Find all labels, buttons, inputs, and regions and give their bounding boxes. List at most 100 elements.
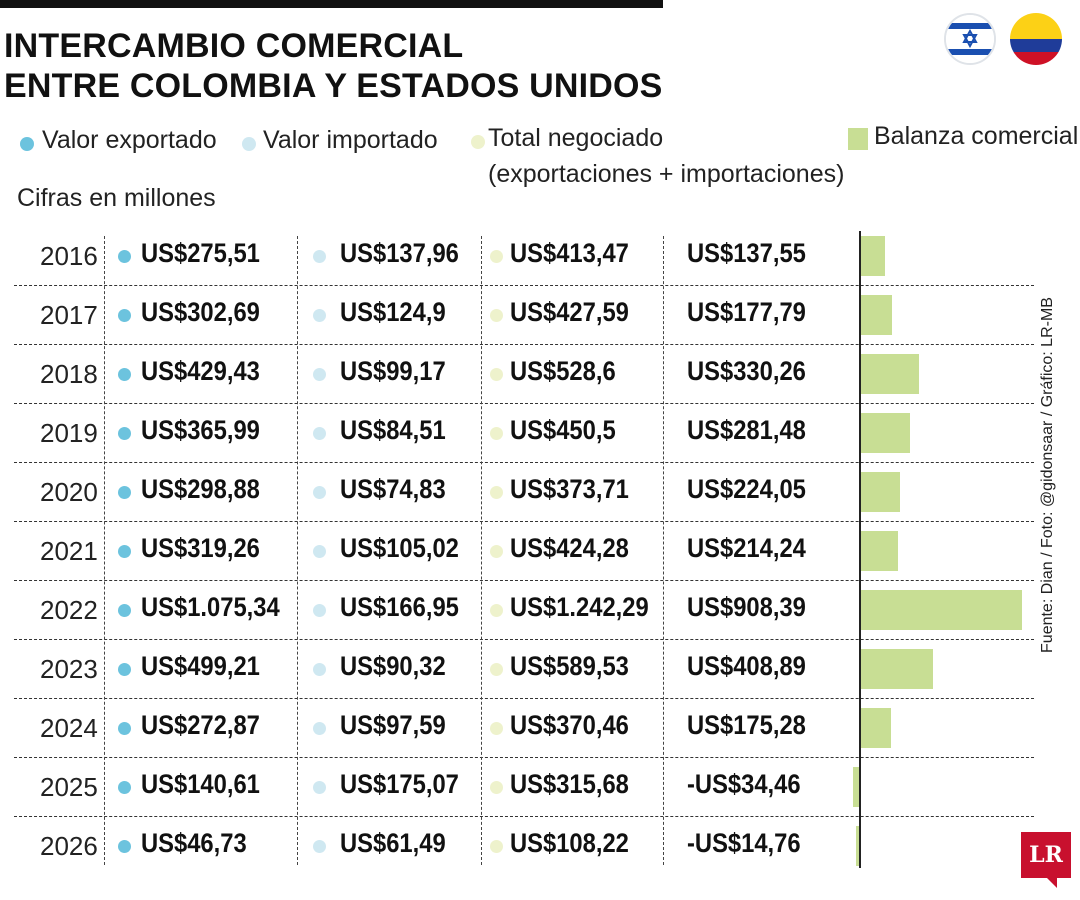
total-value: US$1.242,29 — [510, 592, 649, 622]
column-divider — [663, 236, 664, 865]
importado-value: US$175,07 — [340, 769, 459, 799]
column-divider — [104, 236, 105, 865]
year-label: 2017 — [40, 300, 98, 330]
legend-importado: Valor importado — [263, 126, 438, 154]
exportado-dot — [118, 781, 131, 794]
balanza-bar — [860, 708, 892, 748]
bar-axis — [859, 231, 861, 868]
table-row: 2023 US$499,21 US$90,32 US$589,53 US$408,89 — [0, 639, 1080, 698]
year-label: 2025 — [40, 772, 98, 802]
total-value: US$370,46 — [510, 710, 629, 740]
importado-value: US$61,49 — [340, 828, 446, 858]
importado-dot — [313, 427, 326, 440]
table-row: 2025 US$140,61 US$175,07 US$315,68 -US$34,46 — [0, 757, 1080, 816]
importado-value: US$90,32 — [340, 651, 446, 681]
legend-balanza: Balanza comercial — [874, 122, 1079, 150]
importado-dot — [313, 722, 326, 735]
exportado-dot — [118, 486, 131, 499]
exportado-dot — [118, 840, 131, 853]
total-dot — [490, 486, 503, 499]
total-dot — [490, 781, 503, 794]
balanza-value: US$137,55 — [686, 238, 806, 268]
title-line-2: ENTRE COLOMBIA Y ESTADOS UNIDOS — [4, 67, 663, 105]
balanza-value: US$330,26 — [686, 356, 806, 386]
colombia-flag-icon — [1010, 13, 1062, 65]
balanza-bar — [860, 590, 1022, 630]
row-divider — [14, 698, 1034, 699]
exportado-dot — [118, 427, 131, 440]
exportado-value: US$298,88 — [141, 474, 260, 504]
lr-logo-icon: LR — [1021, 832, 1071, 878]
row-divider — [14, 403, 1034, 404]
exportado-dot — [118, 368, 131, 381]
total-dot — [490, 250, 503, 263]
column-divider — [481, 236, 482, 865]
importado-dot — [313, 781, 326, 794]
balanza-value: US$408,89 — [686, 651, 806, 681]
row-divider — [14, 521, 1034, 522]
legend-dot-total — [471, 135, 485, 149]
balanza-bar — [860, 649, 933, 689]
table-row: 2018 US$429,43 US$99,17 US$528,6 US$330,26 — [0, 344, 1080, 403]
chart-title: INTERCAMBIO COMERCIAL ENTRE COLOMBIA Y E… — [4, 26, 663, 106]
exportado-value: US$275,51 — [141, 238, 260, 268]
row-divider — [14, 344, 1034, 345]
year-label: 2021 — [40, 536, 98, 566]
exportado-dot — [118, 663, 131, 676]
balanza-bar — [860, 295, 892, 335]
total-value: US$413,47 — [510, 238, 629, 268]
table-row: 2026 US$46,73 US$61,49 US$108,22 -US$14,76 — [0, 816, 1080, 875]
importado-dot — [313, 250, 326, 263]
legend-square-balanza — [848, 128, 868, 150]
exportado-dot — [118, 722, 131, 735]
year-label: 2022 — [40, 595, 98, 625]
importado-value: US$84,51 — [340, 415, 446, 445]
israel-flag-icon — [944, 13, 996, 65]
table-row: 2020 US$298,88 US$74,83 US$373,71 US$224,05 — [0, 462, 1080, 521]
legend-total-line-2: (exportaciones + importaciones) — [488, 160, 845, 188]
year-label: 2018 — [40, 359, 98, 389]
table-row: 2024 US$272,87 US$97,59 US$370,46 US$175,28 — [0, 698, 1080, 757]
balanza-bar — [860, 472, 900, 512]
total-dot — [490, 309, 503, 322]
legend-total-line-1: Total negociado — [488, 124, 664, 152]
table-row: 2022 US$1.075,34 US$166,95 US$1.242,29 US$90… — [0, 580, 1080, 639]
total-dot — [490, 722, 503, 735]
row-divider — [14, 757, 1034, 758]
total-value: US$424,28 — [510, 533, 629, 563]
legend-exportado: Valor exportado — [42, 126, 217, 154]
exportado-value: US$319,26 — [141, 533, 260, 563]
importado-value: US$166,95 — [340, 592, 459, 622]
importado-dot — [313, 545, 326, 558]
total-dot — [490, 604, 503, 617]
year-label: 2020 — [40, 477, 98, 507]
total-value: US$528,6 — [510, 356, 616, 386]
importado-dot — [313, 604, 326, 617]
exportado-dot — [118, 250, 131, 263]
balanza-bar — [860, 531, 899, 571]
balanza-value: US$177,79 — [686, 297, 806, 327]
lr-logo-tail — [1045, 876, 1057, 888]
balanza-bar — [860, 236, 885, 276]
title-line-1: INTERCAMBIO COMERCIAL — [4, 27, 464, 65]
importado-value: US$105,02 — [340, 533, 459, 563]
total-dot — [490, 545, 503, 558]
total-value: US$108,22 — [510, 828, 629, 858]
column-divider — [297, 236, 298, 865]
balanza-value: -US$34,46 — [686, 769, 801, 799]
exportado-value: US$302,69 — [141, 297, 260, 327]
importado-value: US$124,9 — [340, 297, 446, 327]
total-dot — [490, 368, 503, 381]
exportado-value: US$429,43 — [141, 356, 260, 386]
top-rule — [0, 0, 663, 8]
year-label: 2019 — [40, 418, 98, 448]
importado-value: US$99,17 — [340, 356, 446, 386]
table-row: 2019 US$365,99 US$84,51 US$450,5 US$281,48 — [0, 403, 1080, 462]
row-divider — [14, 462, 1034, 463]
total-value: US$450,5 — [510, 415, 616, 445]
exportado-dot — [118, 309, 131, 322]
balanza-bar — [852, 767, 859, 807]
exportado-value: US$1.075,34 — [141, 592, 280, 622]
year-label: 2016 — [40, 241, 98, 271]
importado-value: US$137,96 — [340, 238, 459, 268]
